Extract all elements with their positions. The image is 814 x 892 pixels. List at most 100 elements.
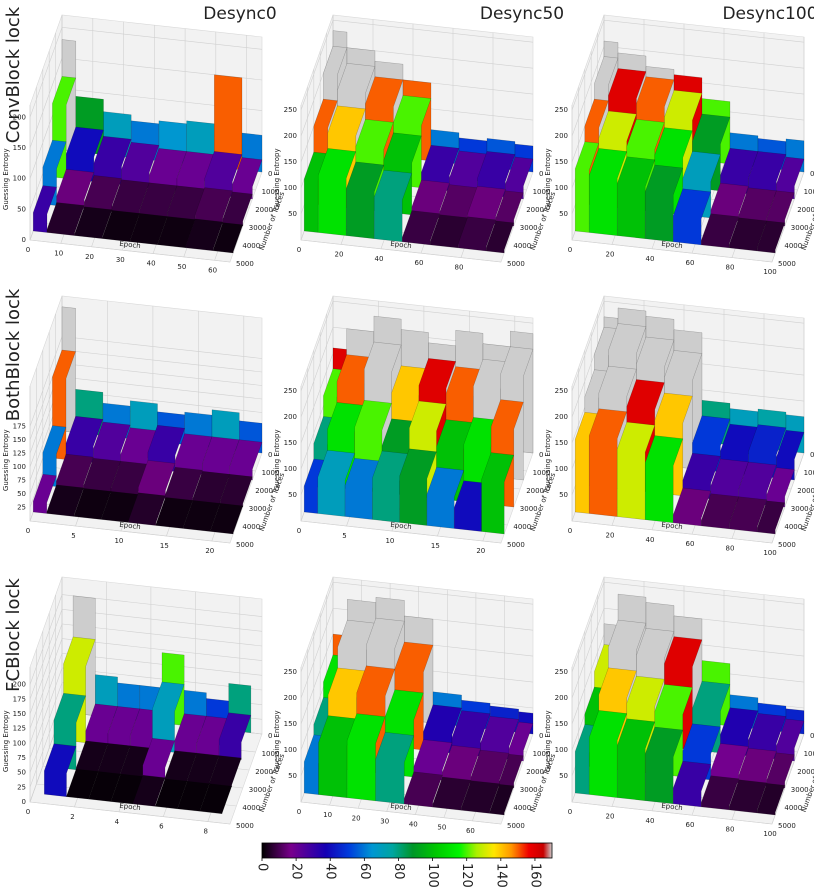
y-tick-label: 3000 xyxy=(249,786,267,794)
y-tick-label: 5000 xyxy=(778,541,796,549)
surface-cell xyxy=(766,467,795,508)
x-tick-label: 0 xyxy=(297,808,301,816)
x-tick-label: 60 xyxy=(415,259,424,267)
z-tick-label: 150 xyxy=(555,720,568,728)
x-tick-label: 60 xyxy=(686,540,695,548)
z-tick-label: 250 xyxy=(555,387,568,395)
y-tick-label: 0 xyxy=(810,170,814,178)
z-tick-label: 200 xyxy=(555,413,568,421)
y-tick-label: 0 xyxy=(539,451,543,459)
z-tick-label: 50 xyxy=(559,491,568,499)
z-tick-label: 150 xyxy=(555,439,568,447)
y-grid-line xyxy=(300,667,502,825)
z-tick-label: 200 xyxy=(13,113,26,121)
z-tick-label: 50 xyxy=(17,205,26,213)
x-tick-label: 0 xyxy=(568,527,572,535)
surface-cell xyxy=(776,156,805,200)
surface-cell xyxy=(766,190,795,227)
y-grid-line xyxy=(571,667,773,825)
y-tick-label: 2000 xyxy=(797,487,814,495)
y-tick-label: 2000 xyxy=(255,206,273,214)
y-tick-label: 3000 xyxy=(249,505,267,513)
z-tick-label: 250 xyxy=(555,106,568,114)
x-tick-label: 0 xyxy=(26,246,30,254)
z-tick-label: 175 xyxy=(13,695,26,703)
x-axis-label: Epoch xyxy=(661,802,683,812)
colorbar-tick-label: 0 xyxy=(255,863,270,871)
z-tick-label: 200 xyxy=(555,132,568,140)
x-tick-label: 15 xyxy=(160,542,169,550)
z-tick-label: 100 xyxy=(284,746,297,754)
z-axis-label: Guessing Entropy xyxy=(544,148,552,210)
surface-cell xyxy=(776,718,805,762)
y-tick-label: 1000 xyxy=(533,469,551,477)
x-tick-label: 20 xyxy=(606,531,615,539)
subplot: 25 50 75 100 125 150 175 0 5 10 15 20 0 1000 2000 3000 4… xyxy=(2,295,286,555)
y-tick-label: 4000 xyxy=(784,523,802,531)
colorbar-tick-label: 60 xyxy=(357,863,372,880)
x-tick-label: 0 xyxy=(26,808,30,816)
z-tick-label: 200 xyxy=(284,413,297,421)
surface-cell xyxy=(489,784,515,816)
y-tick-label: 0 xyxy=(268,170,272,178)
x-tick-label: 15 xyxy=(431,542,440,550)
x-tick-label: 40 xyxy=(147,260,156,268)
colorbar-tick-label: 140 xyxy=(493,863,508,888)
y-tick-label: 1000 xyxy=(262,750,280,758)
column-title: Desync100 xyxy=(722,4,814,24)
x-tick-label: 20 xyxy=(476,547,485,555)
y-grid-line xyxy=(300,386,502,544)
y-tick-label: 3000 xyxy=(791,786,809,794)
y-grid-line xyxy=(29,667,231,825)
z-tick-label: 100 xyxy=(555,465,568,473)
z-tick-label: 50 xyxy=(17,490,26,498)
y-tick-label: 1000 xyxy=(533,188,551,196)
x-tick-label: 80 xyxy=(455,264,464,272)
y-tick-label: 5000 xyxy=(778,260,796,268)
z-tick-label: 25 xyxy=(17,504,26,512)
y-grid-line xyxy=(29,105,231,263)
x-tick-label: 40 xyxy=(375,255,384,263)
y-tick-label: 2000 xyxy=(255,487,273,495)
subplot: 5010015020025002040608010001000200030004… xyxy=(544,295,814,557)
subplot: 5010015020025002040608010001000200030004… xyxy=(544,14,814,276)
y-tick-label: 5000 xyxy=(236,541,254,549)
surface-cell xyxy=(210,503,244,535)
y-tick-label: 0 xyxy=(268,451,272,459)
y-tick-label: 1000 xyxy=(804,188,814,196)
z-tick-label: 150 xyxy=(13,436,26,444)
z-tick-label: 50 xyxy=(288,210,297,218)
colorbar xyxy=(261,842,553,859)
y-tick-label: 1000 xyxy=(804,469,814,477)
surface-cell xyxy=(508,721,534,762)
x-tick-label: 10 xyxy=(385,537,394,545)
surface-cell xyxy=(219,474,253,508)
z-tick-label: 200 xyxy=(13,681,26,689)
z-axis-label: Guessing Entropy xyxy=(2,710,10,772)
column-title: Desync0 xyxy=(203,4,276,24)
row-title: BothBlock lock xyxy=(3,288,24,421)
z-tick-label: 150 xyxy=(555,158,568,166)
y-tick-label: 0 xyxy=(539,732,543,740)
y-tick-label: 4000 xyxy=(242,804,260,812)
y-axis-label: Number of Traces xyxy=(800,471,814,532)
surface-cell xyxy=(209,755,242,788)
z-axis-label: Guessing Entropy xyxy=(273,429,281,491)
y-tick-label: 4000 xyxy=(242,523,260,531)
x-tick-label: 50 xyxy=(177,263,186,271)
z-tick-label: 175 xyxy=(13,423,26,431)
surface-cell xyxy=(218,712,252,761)
y-tick-label: 4000 xyxy=(784,804,802,812)
x-tick-label: 50 xyxy=(437,824,446,832)
z-axis-label: Guessing Entropy xyxy=(2,148,10,210)
z-tick-label: 100 xyxy=(13,463,26,471)
z-axis-label: Guessing Entropy xyxy=(544,429,552,491)
x-tick-label: 0 xyxy=(568,808,572,816)
y-tick-label: 3000 xyxy=(520,224,538,232)
z-tick-label: 250 xyxy=(284,668,297,676)
surface-cell xyxy=(222,191,253,227)
y-tick-label: 5000 xyxy=(507,260,525,268)
surface-cell xyxy=(766,752,795,789)
z-axis-label: Guessing Entropy xyxy=(273,148,281,210)
x-axis-label: Epoch xyxy=(661,521,683,531)
